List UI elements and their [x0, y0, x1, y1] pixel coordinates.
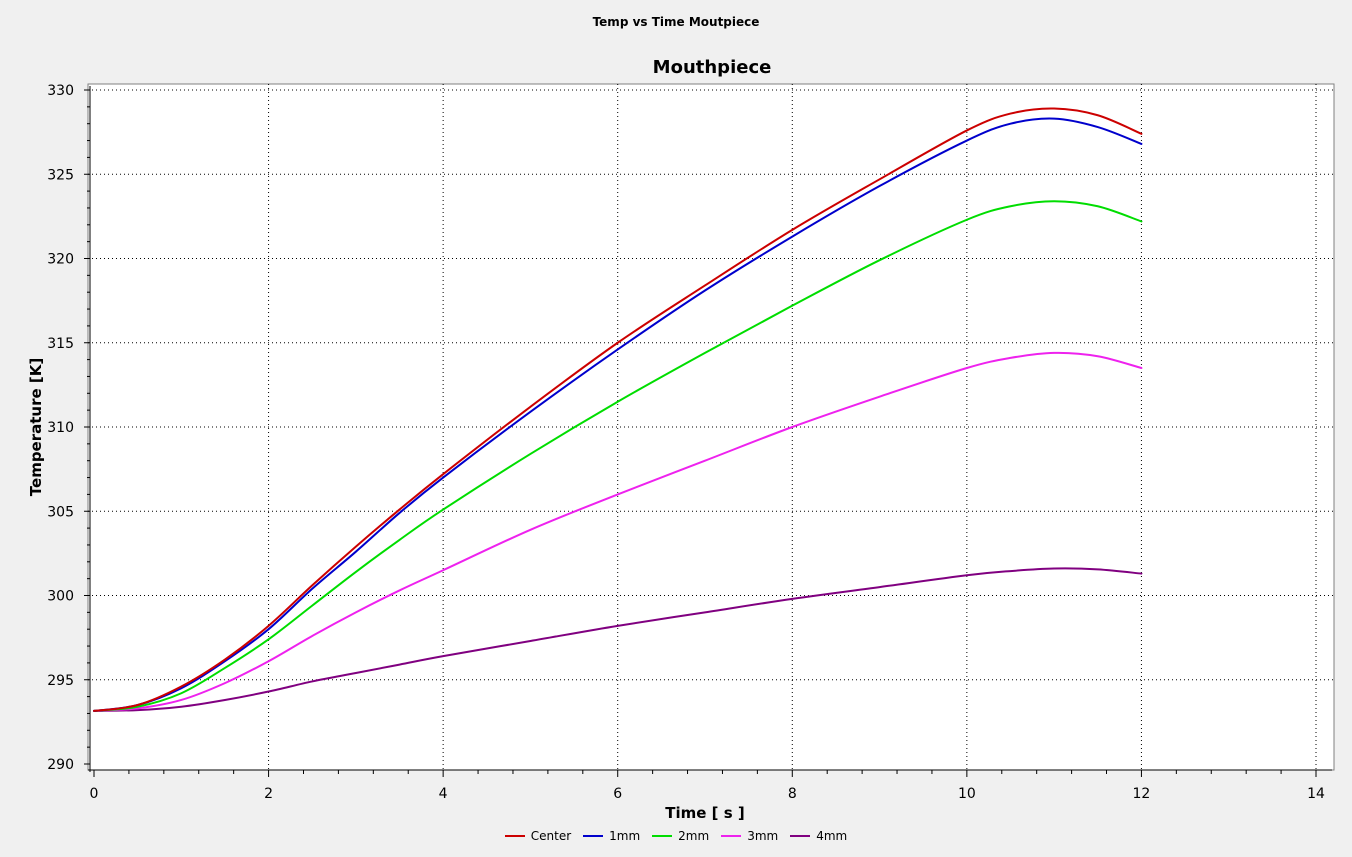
legend-label: 2mm	[678, 829, 710, 843]
x-tick-label: 10	[958, 786, 976, 802]
y-tick-label: 315	[47, 336, 74, 352]
y-tick-label: 305	[47, 504, 74, 520]
series-line-1mm	[93, 117, 1143, 712]
y-tick-label: 290	[47, 757, 74, 773]
x-tick-label: 12	[1133, 786, 1151, 802]
legend-item-3mm: 3mm	[721, 829, 778, 843]
x-tick-label: 4	[439, 786, 448, 802]
plot-area	[87, 83, 1335, 771]
legend: Center 1mm 2mm 3mm 4mm	[0, 829, 1352, 843]
axes	[84, 86, 1332, 777]
legend-item-center: Center	[504, 829, 572, 843]
series-line-3mm	[93, 351, 1143, 712]
y-tick-label: 295	[47, 673, 74, 689]
chart-title: Mouthpiece	[653, 57, 772, 78]
legend-item-2mm: 2mm	[652, 829, 709, 843]
y-tick-label: 300	[47, 589, 74, 605]
x-tick-label: 2	[264, 786, 273, 802]
legend-label: Center	[530, 829, 572, 843]
legend-label: 3mm	[747, 829, 779, 843]
x-tick-label: 8	[788, 786, 797, 802]
y-tick-label: 310	[47, 420, 74, 436]
legend-swatch	[721, 835, 742, 837]
legend-label: 4mm	[816, 829, 848, 843]
x-tick-label: 0	[90, 786, 99, 802]
y-tick-label: 325	[47, 167, 74, 183]
tick-labels: 0 2 4 6 8 10 12 14 290 295 300 305 310 315 320 325 330	[47, 83, 1325, 802]
legend-swatch	[652, 835, 673, 837]
legend-swatch	[504, 835, 525, 837]
series-lines	[93, 107, 1143, 712]
series-line-center	[93, 107, 1143, 712]
y-axis-title: Temperature [K]	[27, 358, 45, 496]
y-tick-label: 320	[47, 252, 74, 268]
x-tick-label: 6	[613, 786, 622, 802]
legend-label: 1mm	[609, 829, 641, 843]
x-tick-label: 14	[1307, 786, 1325, 802]
legend-item-4mm: 4mm	[790, 829, 847, 843]
legend-item-1mm: 1mm	[583, 829, 640, 843]
window-title: Temp vs Time Moutpiece	[592, 15, 760, 29]
legend-swatch	[583, 835, 604, 837]
series-line-2mm	[93, 200, 1143, 712]
legend-swatch	[790, 835, 811, 837]
y-tick-label: 330	[47, 83, 74, 99]
x-axis-title: Time [ s ]	[665, 804, 744, 822]
series-line-4mm	[93, 567, 1143, 712]
